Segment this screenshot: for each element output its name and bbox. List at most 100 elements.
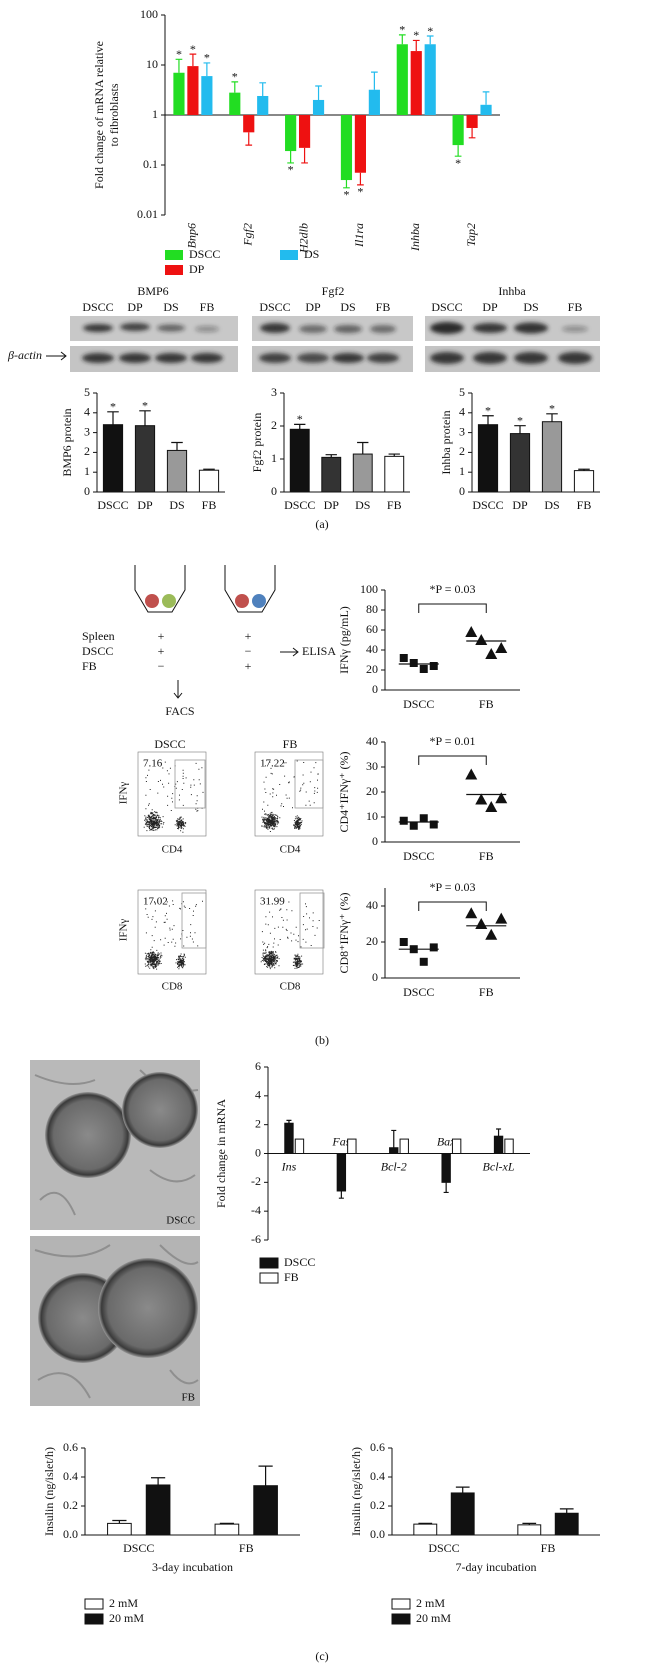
point: [475, 793, 488, 805]
y-tick-label: 2: [84, 444, 90, 458]
annotation: *P = 0.01: [430, 734, 476, 748]
error-bar: [175, 58, 183, 73]
legend-swatch: [391, 1598, 411, 1610]
error-bar: [443, 1182, 449, 1194]
y-tick-label: 4: [255, 1088, 261, 1102]
significance-label: *: [413, 28, 419, 42]
flow-plots: DSCC FB IFNγ IFNγ CD4 CD4 CD8 CD8 7.16 17…: [118, 737, 325, 993]
y-axis-label: CD4⁺IFNγ⁺ (%): [337, 752, 351, 833]
y-tick-label: 6: [255, 1059, 261, 1073]
bracket: [418, 755, 487, 765]
bar: [285, 115, 297, 152]
lane-label: FB: [568, 300, 583, 314]
x-tick-label: Tap2: [464, 223, 478, 247]
lane-label: FB: [376, 300, 391, 314]
bar: [102, 424, 124, 493]
point: [419, 665, 428, 673]
cell-fb: [252, 594, 266, 608]
y-tick-label: 20: [366, 662, 378, 676]
error-bar: [514, 425, 526, 434]
facs-label: FACS: [165, 704, 194, 718]
y-tick-label: 0.0: [63, 1527, 78, 1541]
legend-label: 20 mM: [416, 1611, 451, 1625]
bar: [554, 1512, 579, 1536]
point: [485, 928, 498, 940]
point: [485, 648, 498, 659]
y-tick-label: 1: [271, 451, 277, 465]
significance-label: *: [399, 23, 405, 37]
bar: [107, 1522, 132, 1536]
y-tick-label: 40: [366, 734, 378, 748]
y-tick-label: 10: [366, 809, 378, 823]
x-tick-label: Bax: [437, 1134, 456, 1148]
point: [495, 792, 508, 804]
bar: [336, 1153, 347, 1192]
bar: [321, 456, 342, 493]
bar: [509, 433, 531, 493]
error-bar: [496, 1128, 502, 1137]
error-bar: [482, 415, 494, 425]
x-tick-label: FB: [239, 1541, 254, 1555]
cell-spleen: [145, 594, 159, 608]
micrograph-label: FB: [182, 1392, 195, 1404]
error-bar: [412, 39, 420, 52]
bar: [352, 453, 373, 493]
error-bar: [189, 53, 197, 67]
y-tick-label: -4: [251, 1203, 261, 1217]
flow-gate: [181, 892, 207, 949]
x-tick-label: Ins: [281, 1159, 297, 1173]
row-label: Spleen: [82, 629, 115, 643]
point: [475, 634, 488, 645]
cell-spleen: [235, 594, 249, 608]
bar: [424, 44, 436, 116]
lane-label: DS: [340, 300, 355, 314]
micrographs: DSCC FB: [30, 1060, 200, 1406]
flow-y-label: IFNγ: [118, 919, 130, 942]
flow-gate: [299, 892, 325, 949]
y-tick-label: 80: [366, 602, 378, 616]
row-mark: +: [245, 629, 252, 643]
point: [399, 654, 408, 662]
lane-label: DP: [305, 300, 321, 314]
point: [495, 912, 508, 924]
y-tick-label: 1: [152, 107, 158, 121]
bar: [289, 428, 310, 493]
y-axis-label: Fold change of mRNA relative: [92, 41, 106, 189]
lane-label: DSCC: [431, 300, 462, 314]
lane-label: DSCC: [259, 300, 290, 314]
flow-dots: [144, 900, 203, 970]
gate-percent: 17.22: [260, 758, 285, 770]
flow-dots: [143, 761, 204, 833]
error-bar: [294, 423, 306, 430]
flow-gate: [174, 759, 206, 809]
y-tick-label: 2: [271, 418, 277, 432]
y-axis-label: Inhba protein: [439, 410, 453, 474]
bar: [368, 89, 380, 115]
elisa-label: ELISA: [302, 644, 336, 658]
y-tick-label: 40: [366, 642, 378, 656]
bracket: [418, 901, 487, 911]
significance-label: *: [427, 24, 433, 38]
bar: [214, 1523, 240, 1536]
gate-percent: 17.02: [143, 896, 168, 908]
bar: [312, 99, 325, 115]
bar: [573, 470, 595, 493]
flow-plot-frame: [254, 889, 324, 975]
y-axis-label: Insulin (ng/islet/h): [349, 1447, 363, 1536]
error-bar: [454, 145, 462, 157]
significance-label: *: [288, 163, 294, 177]
bar: [493, 1135, 504, 1154]
y-tick-label: -2: [251, 1174, 261, 1188]
error-bar: [343, 180, 350, 189]
y-tick-label: -6: [251, 1232, 261, 1246]
flow-title: DSCC: [154, 737, 185, 751]
y-tick-label: 1: [459, 464, 465, 478]
y-tick-label: 0.6: [370, 1440, 385, 1454]
legend-swatch: [259, 1272, 279, 1284]
x-tick-label: Bcl-xL: [483, 1159, 515, 1173]
point: [429, 662, 438, 670]
error-bar: [546, 413, 558, 422]
lane-label: DP: [482, 300, 498, 314]
legend-label: 2 mM: [416, 1596, 445, 1610]
